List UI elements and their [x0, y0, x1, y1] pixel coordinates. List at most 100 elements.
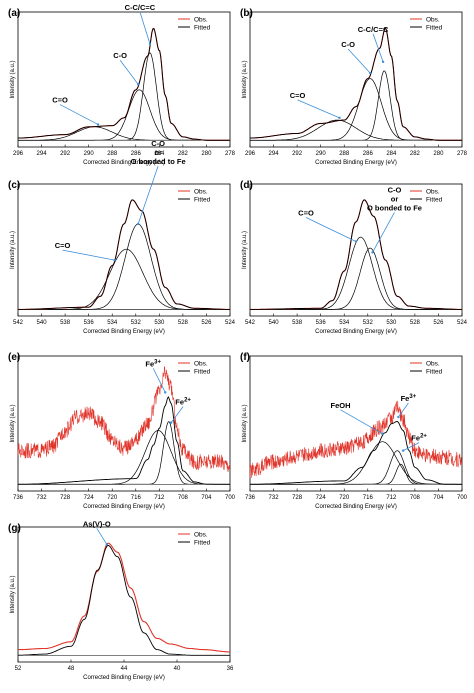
annotation-arrowhead [164, 391, 167, 394]
x-axis-label: Corrected Binding Energy (eV) [315, 504, 397, 510]
panel-label: (c) [8, 180, 20, 191]
chart-panel: (e) Intensity (a.u.) 736 732 728 724 720 716 712… [8, 352, 236, 510]
x-tick-label: 524 [457, 320, 468, 326]
annotation-label: Fe2+ [175, 398, 191, 407]
x-tick-label: 290 [84, 151, 95, 157]
annotation-arrow [402, 442, 420, 451]
x-axis-label: Corrected Binding Energy (eV) [83, 160, 165, 166]
x-tick-label: 708 [410, 495, 421, 501]
x-tick-label: 716 [131, 495, 142, 501]
legend-label: Fitted [426, 25, 443, 32]
chart-panel: (a) Intensity (a.u.) 296 294 292 290 288 286 284… [8, 3, 236, 166]
x-tick-label: 280 [201, 151, 212, 157]
x-axis-label: Corrected Binding Energy (eV) [315, 160, 397, 166]
annotation-arrow [59, 104, 99, 125]
x-tick-label: 294 [37, 151, 48, 157]
component-peak [250, 463, 462, 485]
annotation-label: C=O [298, 208, 314, 217]
annotation-label: C=O [290, 91, 306, 100]
x-tick-label: 292 [292, 151, 303, 157]
annotation-arrow [137, 165, 159, 225]
fitted-line [17, 395, 230, 485]
annotation-arrowhead [96, 123, 100, 126]
x-tick-label: 282 [410, 151, 421, 157]
x-tick-label: 538 [292, 320, 303, 326]
annotation-superscript: 3+ [154, 359, 161, 365]
legend-label: Obs. [426, 17, 440, 24]
annotation-label: C=O [52, 96, 68, 105]
x-tick-label: 294 [269, 151, 280, 157]
legend-label: Fitted [426, 197, 443, 204]
y-axis-label: Intensity (a.u.) [242, 231, 248, 269]
annotation-label: C-C/C=C [358, 25, 389, 34]
x-tick-label: 536 [316, 320, 327, 326]
plot-frame [17, 526, 231, 663]
x-tick-label: 716 [363, 495, 374, 501]
y-axis-label: Intensity (a.u.) [242, 60, 248, 98]
panel-label: (d) [240, 180, 253, 191]
annotation-label: FeOH [330, 401, 350, 410]
x-tick-label: 526 [433, 320, 444, 326]
annotation-arrow [96, 528, 108, 545]
component-peak [18, 223, 230, 310]
y-axis-label: Intensity (a.u.) [242, 404, 248, 442]
plot-frame [17, 11, 231, 148]
x-tick-label: 542 [245, 320, 256, 326]
component-peak [18, 421, 230, 485]
annotation-text: Fe [401, 394, 410, 403]
x-tick-label: 296 [13, 151, 24, 157]
y-axis-label: Intensity (a.u.) [10, 404, 16, 442]
x-tick-label: 534 [107, 320, 118, 326]
x-tick-label: 704 [433, 495, 444, 501]
annotation-arrowhead [368, 71, 372, 75]
chart-panel: (d) Intensity (a.u.) 542 540 538 536 534 532 530… [240, 180, 468, 335]
legend-label: Obs. [426, 361, 440, 368]
legend-label: Obs. [194, 532, 208, 539]
annotation-label: C-O [388, 185, 402, 194]
plot-frame [249, 183, 463, 317]
x-axis-label: Corrected Binding Energy (eV) [83, 329, 165, 335]
annotation-arrow [119, 59, 139, 85]
annotation-arrowhead [381, 432, 384, 436]
plot-frame [17, 355, 231, 492]
legend-label: Fitted [426, 369, 443, 376]
x-tick-label: 530 [386, 320, 397, 326]
x-tick-label: 292 [60, 151, 71, 157]
component-peak [250, 70, 462, 141]
annotation-arrow [372, 33, 384, 62]
annotation-arrowhead [338, 116, 341, 120]
x-tick-label: 724 [316, 495, 327, 501]
x-tick-label: 736 [13, 495, 24, 501]
annotation-label: C-O [341, 40, 355, 49]
chart-panel: (c) Intensity (a.u.) 542 540 538 536 534 532 530… [8, 139, 236, 335]
annotation-label: or [154, 148, 162, 157]
annotation-arrowhead [105, 543, 108, 546]
fitted-line [250, 199, 462, 310]
chart-panel: (g) Intensity (a.u.) 52 48 44 40 36 Corrected B… [8, 519, 234, 681]
x-tick-label: 44 [121, 666, 128, 672]
annotation-arrowhead [136, 83, 140, 86]
legend-label: Obs. [194, 17, 208, 24]
annotation-label: As(V)-O [83, 519, 111, 528]
annotation-superscript: 3+ [409, 394, 416, 400]
x-tick-label: 724 [84, 495, 95, 501]
panel-label: (g) [8, 523, 21, 534]
panel-label: (e) [8, 352, 20, 363]
x-tick-label: 708 [178, 495, 189, 501]
x-tick-label: 700 [457, 495, 468, 501]
plot-frame [249, 11, 463, 148]
annotation-arrowhead [354, 240, 358, 243]
annotation-superscript: 2+ [184, 398, 191, 404]
x-tick-label: 728 [292, 495, 303, 501]
annotation-arrowhead [169, 421, 173, 424]
annotation-superscript: 2+ [420, 434, 427, 440]
x-tick-label: 540 [269, 320, 280, 326]
x-tick-label: 720 [339, 495, 350, 501]
x-tick-label: 720 [107, 495, 118, 501]
x-tick-label: 48 [68, 666, 75, 672]
annotation-arrowhead [397, 415, 400, 419]
component-peak [250, 247, 462, 310]
x-tick-label: 712 [154, 495, 165, 501]
legend-label: Fitted [194, 25, 211, 32]
x-tick-label: 700 [225, 495, 236, 501]
